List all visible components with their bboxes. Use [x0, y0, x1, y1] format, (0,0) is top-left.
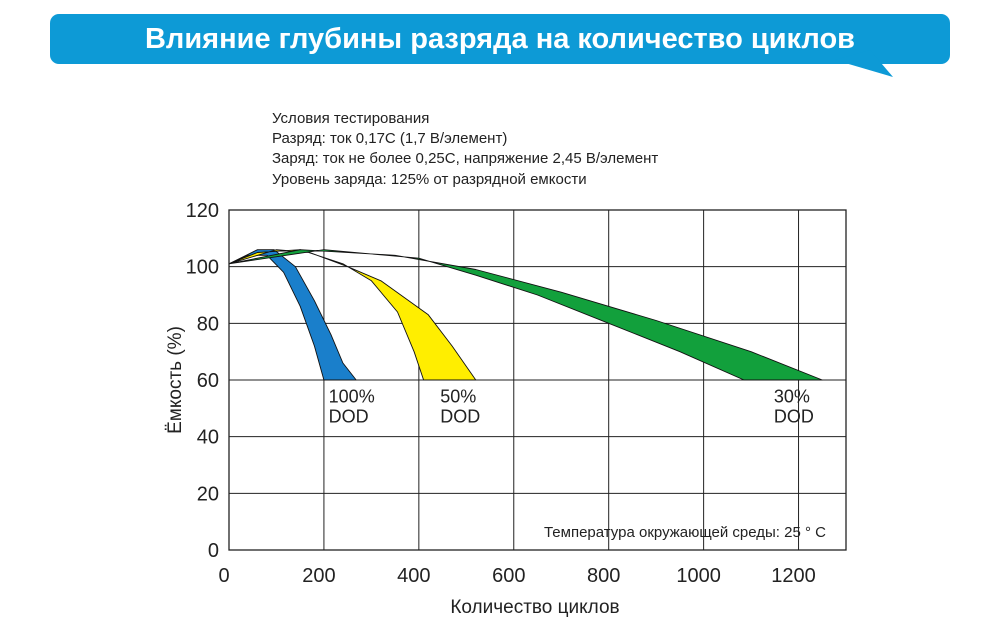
x-tick-label: 600	[492, 565, 525, 587]
temperature-annotation: Температура окружающей среды: 25 ° С	[544, 524, 826, 541]
x-tick-label: 200	[302, 565, 335, 587]
series-label-0-line-1: DOD	[329, 407, 369, 427]
title-banner: Влияние глубины разряда на количество ци…	[50, 14, 950, 77]
y-tick-label: 80	[197, 313, 219, 335]
area-layer	[228, 249, 823, 381]
series-area-1	[228, 249, 477, 381]
series-label-2-line-0: 30%	[774, 387, 810, 407]
series-label-0-line-0: 100%	[329, 387, 375, 407]
x-tick-label: 1200	[771, 565, 816, 587]
y-tick-label: 60	[197, 370, 219, 392]
conditions-line-3: Заряд: ток не более 0,25С, напряжение 2,…	[272, 150, 658, 167]
x-tick-label: 0	[218, 565, 229, 587]
series-area-2	[228, 249, 823, 381]
y-tick-label: 20	[197, 483, 219, 505]
conditions-line-2: Разряд: ток 0,17С (1,7 В/элемент)	[272, 130, 507, 147]
series-label-1-line-1: DOD	[440, 407, 480, 427]
x-tick-label: 1000	[676, 565, 721, 587]
y-axis-label: Ёмкость (%)	[165, 326, 186, 434]
page-title: Влияние глубины разряда на количество ци…	[145, 23, 855, 55]
y-tick-label: 120	[186, 200, 219, 222]
y-tick-label: 100	[186, 257, 219, 279]
series-area-0	[228, 249, 357, 381]
title-banner-bg	[50, 14, 950, 64]
plot-frame	[228, 209, 847, 551]
x-tick-label: 400	[397, 565, 430, 587]
frame-layer	[228, 209, 847, 551]
y-tick-label: 40	[197, 427, 219, 449]
test-conditions: Условия тестирования Разряд: ток 0,17С (…	[272, 110, 658, 188]
conditions-line-4: Уровень заряда: 125% от разрядной емкост…	[272, 171, 587, 188]
conditions-line-1: Условия тестирования	[272, 110, 429, 127]
y-tick-label: 0	[208, 540, 219, 562]
series-label-1-line-0: 50%	[440, 387, 476, 407]
title-banner-tail	[835, 50, 893, 77]
x-tick-label: 800	[587, 565, 620, 587]
series-label-2-line-1: DOD	[774, 407, 814, 427]
x-axis-label: Количество циклов	[450, 597, 619, 618]
